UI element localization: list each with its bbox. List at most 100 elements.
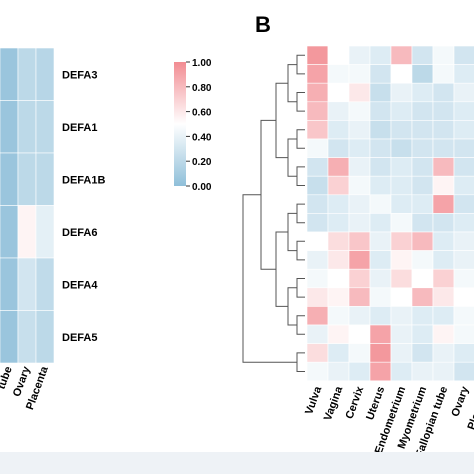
- colorbar-tick-label: 1.00: [192, 58, 212, 69]
- panel-b-cell: [453, 157, 474, 177]
- footer-strip: [0, 452, 474, 474]
- panel-a-cell: [0, 47, 19, 101]
- panel-b-cell: [306, 213, 329, 233]
- panel-b-cell: [453, 101, 474, 121]
- panel-b-cell: [390, 157, 413, 177]
- colorbar: 0.00 0.20 0.40 0.60 0.80 1.00: [174, 58, 212, 193]
- dendrogram-branch: [296, 278, 305, 298]
- panel-b-cell: [327, 250, 350, 270]
- dendrogram-branch: [296, 54, 305, 75]
- panel-b-cell: [432, 175, 455, 196]
- panel-b-cell: [327, 306, 350, 326]
- dendrogram-branch: [296, 352, 305, 372]
- panel-b-cell: [306, 82, 329, 103]
- dendrogram-branch: [287, 138, 297, 177]
- panel-b-cell: [390, 231, 413, 251]
- panel-b-cell: [327, 138, 350, 158]
- panel-b-cell: [411, 194, 434, 214]
- panel-a-row-label: DEFA3: [62, 69, 97, 81]
- panel-b-cell: [327, 213, 350, 233]
- panel-b-cell: [306, 343, 329, 363]
- panel-b-cell: [327, 82, 350, 103]
- panel-b-cell: [369, 120, 392, 140]
- panel-b-cell: [453, 138, 474, 158]
- panel-b-cell: [390, 45, 413, 65]
- panel-b-cell: [369, 82, 392, 103]
- panel-b-cell: [453, 324, 474, 344]
- panel-b-cell: [306, 287, 329, 307]
- dendrogram-branch: [275, 82, 288, 159]
- panel-b-cell: [411, 287, 434, 307]
- panel-b-cell: [453, 268, 474, 289]
- panel-b-cell: [327, 120, 350, 140]
- panel-b-cell: [432, 361, 455, 382]
- panel-b-cell: [411, 101, 434, 121]
- panel-b-cell: [369, 157, 392, 177]
- panel-b-cell: [411, 343, 434, 363]
- panel-b-cell: [369, 287, 392, 307]
- panel-a-cell: [35, 100, 55, 154]
- panel-b-cell: [369, 45, 392, 65]
- panel-b-heatmap: [306, 45, 474, 382]
- panel-b-cell: [306, 306, 329, 326]
- panel-b-cell: [390, 101, 413, 121]
- panel-b-cell: [411, 120, 434, 140]
- panel-b-cell: [348, 157, 371, 177]
- panel-b-cell: [369, 268, 392, 289]
- panel-b-cell: [432, 268, 455, 289]
- panel-b-cell: [327, 194, 350, 214]
- panel-a-cell: [35, 257, 55, 311]
- panel-b-cell: [327, 324, 350, 344]
- panel-b-column-label: Vulva: [303, 384, 324, 416]
- panel-b-cell: [432, 64, 455, 84]
- panel-b-cell: [411, 306, 434, 326]
- panel-b-cell: [390, 324, 413, 344]
- panel-b-cell: [453, 306, 474, 326]
- panel-b-cell: [411, 324, 434, 344]
- panel-b-cell: [306, 45, 329, 65]
- panel-b-cell: [369, 213, 392, 233]
- panel-b-cell: [453, 120, 474, 140]
- panel-b-cell: [390, 175, 413, 196]
- panel-b-cell: [411, 231, 434, 251]
- dendrogram-branch: [296, 240, 305, 261]
- panel-b-cell: [390, 194, 413, 214]
- panel-b-column-label: Cervix: [344, 384, 367, 421]
- panel-a-cell: [17, 310, 37, 364]
- panel-b-cell: [348, 287, 371, 307]
- panel-b-cell: [327, 45, 350, 65]
- panel-a-row-label: DEFA1B: [62, 174, 105, 186]
- panel-a-row-labels: DEFA3 DEFA1 DEFA1B DEFA6 DEFA4 DEFA5: [62, 69, 105, 344]
- panel-b-cell: [306, 175, 329, 196]
- panel-b-cell: [369, 175, 392, 196]
- panel-b-cell: [348, 45, 371, 65]
- panel-b-cell: [369, 138, 392, 158]
- panel-b-cell: [432, 250, 455, 270]
- panel-b-cell: [306, 64, 329, 84]
- panel-b-cell: [327, 287, 350, 307]
- panel-b-cell: [348, 194, 371, 214]
- panel-b-cell: [348, 64, 371, 84]
- panel-b-cell: [327, 64, 350, 84]
- panel-b-cell: [390, 120, 413, 140]
- panel-a-cell: [0, 310, 19, 364]
- panel-b-cell: [390, 213, 413, 233]
- dendrogram-branch: [275, 231, 288, 307]
- dendrogram-branch: [287, 64, 297, 103]
- panel-b-cell: [306, 138, 329, 158]
- panel-b-cell: [432, 287, 455, 307]
- colorbar-gradient: [174, 62, 186, 186]
- panel-b-cell: [348, 175, 371, 196]
- panel-b-cell: [453, 175, 474, 196]
- colorbar-tick-label: 0.60: [192, 108, 212, 119]
- panel-a-cell: [17, 100, 37, 154]
- panel-b-cell: [306, 324, 329, 344]
- panel-b-cell: [369, 324, 392, 344]
- panel-b-cell: [453, 82, 474, 103]
- panel-b-column-label: Vagina: [322, 384, 346, 422]
- panel-b-cell: [453, 64, 474, 84]
- panel-b-cell: [327, 175, 350, 196]
- panel-b-cell: [411, 64, 434, 84]
- panel-b-cell: [390, 287, 413, 307]
- panel-a-cell: [35, 47, 55, 101]
